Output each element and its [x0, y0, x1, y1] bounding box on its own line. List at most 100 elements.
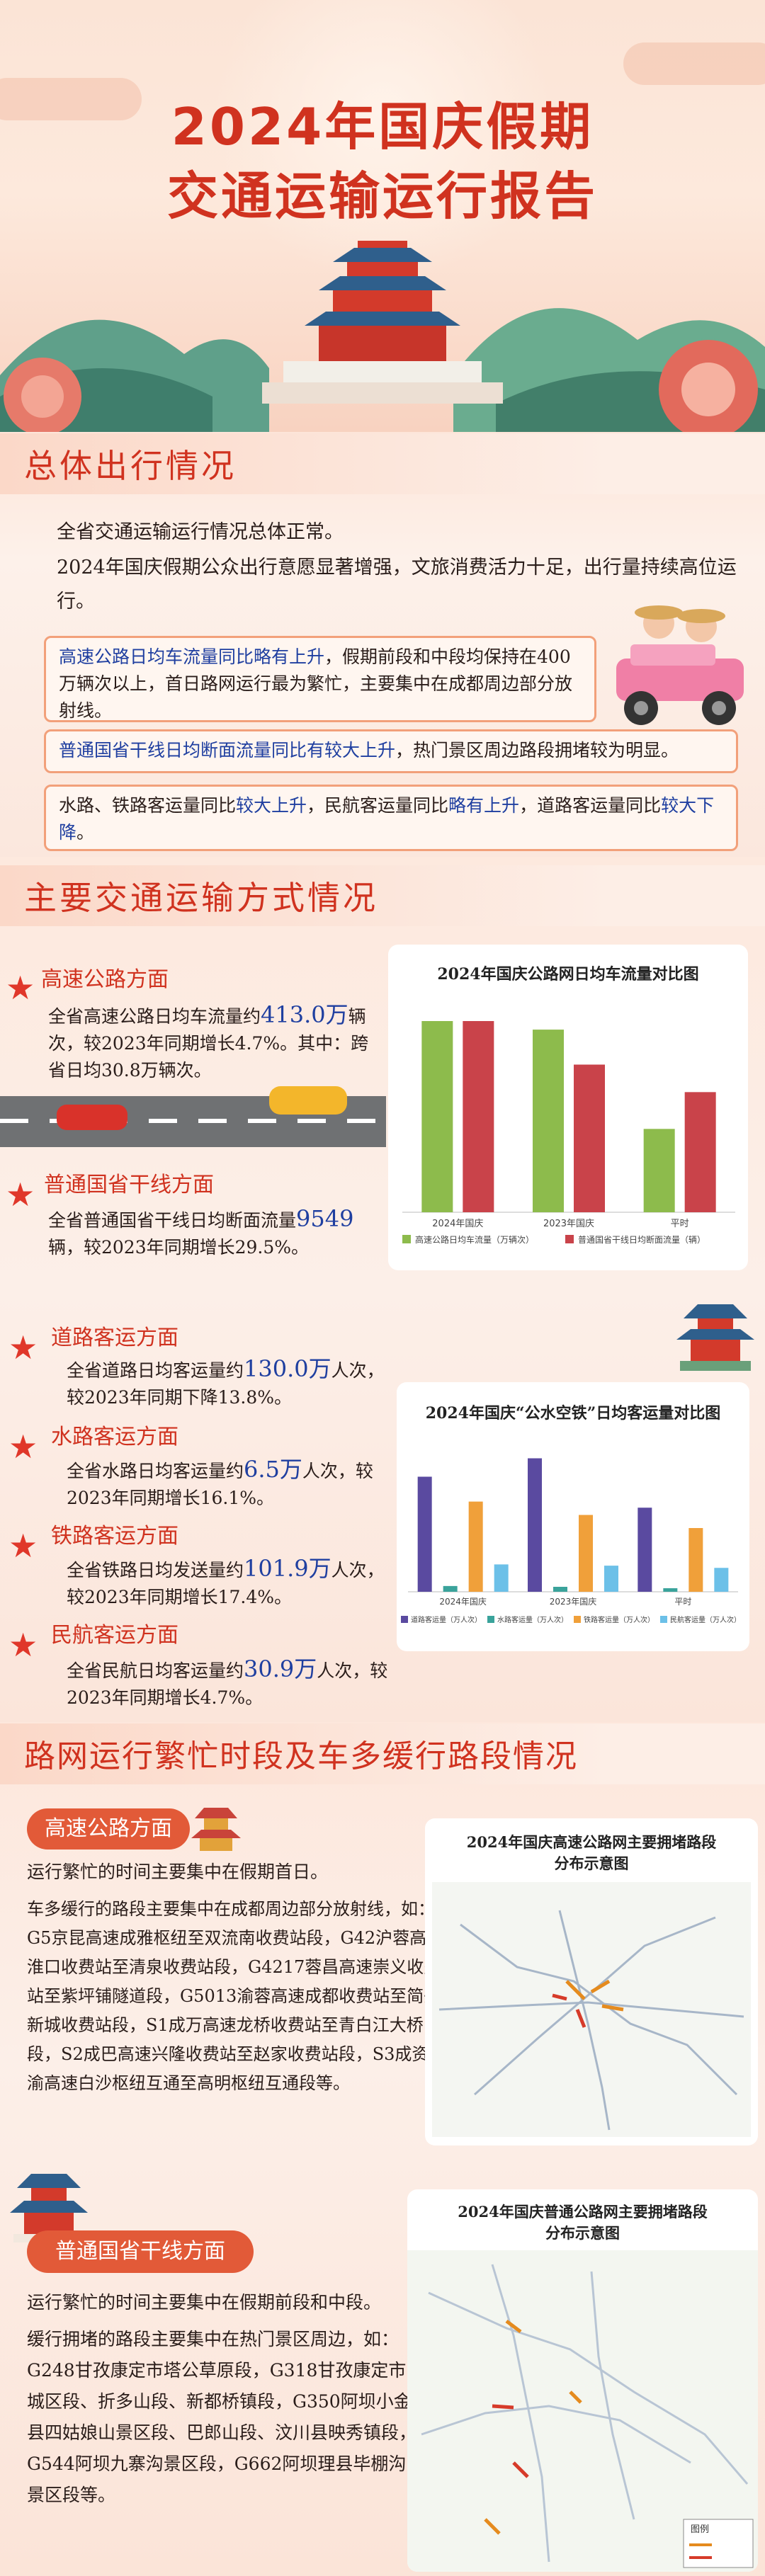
chart1-category-label: 平时 — [671, 1219, 689, 1229]
chart-card-passenger: 2024年国庆“公水空铁”日均客运量对比图 2024年国庆 2023年国庆 平时 道路… — [397, 1382, 749, 1651]
chart2-legend-label: 道路客运量（万人次） — [411, 1615, 482, 1624]
chart2-legend-label: 铁路客运量（万人次） — [584, 1615, 654, 1624]
box-passenger-text-a: 水路、铁路客运量同比 — [59, 795, 237, 816]
star-icon: ★ — [6, 969, 35, 1007]
box-passenger-text-g: 。 — [76, 822, 95, 843]
water-text: 全省水路日均客运量约6.5万人次，较2023年同期增长16.1%。 — [67, 1456, 400, 1512]
chart1-legend-label: 普通国省干线日均断面流量（辆） — [578, 1234, 706, 1245]
air-value: 30.9万 — [244, 1655, 317, 1682]
cloud-decoration-right — [623, 42, 765, 85]
road-text-1: 全省道路日均客运量约 — [67, 1360, 244, 1381]
section-heading-overall: 总体出行情况 — [24, 447, 237, 485]
page-title-line1: 2024年国庆假期 — [171, 97, 594, 156]
chart1-category-label: 2023年国庆 — [543, 1219, 594, 1229]
trunk-congestion-map: 图例 — [407, 2250, 758, 2572]
water-text-1: 全省水路日均客运量约 — [67, 1461, 244, 1481]
star-icon: ★ — [8, 1427, 38, 1466]
trunk-text: 全省普通国省干线日均断面流量9549 辆，较2023年同期增长29.5%。 — [48, 1205, 381, 1261]
rail-text-2: 人次，较2023年同期增长17.4%。 — [67, 1560, 385, 1607]
cloud-decoration-left — [0, 78, 142, 120]
highway-text-2: 辆次，较2023年同期增长4.7%。其中：跨省日均30.8万辆次。 — [48, 1006, 369, 1081]
chart2-legend-swatch — [401, 1616, 408, 1623]
map-card-trunk: 2024年国庆普通公路网主要拥堵路段 分布示意图 图例 — [407, 2189, 758, 2572]
tr-congestion-p1: 运行繁忙的时间主要集中在假期前段和中段。 — [27, 2292, 382, 2313]
rail-value: 101.9万 — [244, 1555, 332, 1582]
chart2-legend-swatch — [574, 1616, 581, 1623]
road-text-2: 人次，较2023年同期下降13.8%。 — [67, 1360, 385, 1408]
chart1-bar — [643, 1129, 675, 1212]
star-icon: ★ — [8, 1527, 38, 1565]
water-text-2: 人次，较2023年同期增长16.1%。 — [67, 1461, 373, 1508]
section-heading-modes: 主要交通运输方式情况 — [24, 879, 378, 917]
chart1-category-label: 2024年国庆 — [432, 1219, 483, 1229]
heading-band — [0, 433, 765, 494]
box-passenger-hl-f: 较大下降 — [59, 795, 715, 843]
chart1-bar — [574, 1064, 605, 1212]
chart2-legend-label: 水路客运量（万人次） — [497, 1615, 568, 1624]
chart1-legend-swatch — [565, 1235, 574, 1243]
map-card-highway: 2024年国庆高速公路网主要拥堵路段 分布示意图 — [425, 1818, 758, 2145]
chart2-bar — [494, 1564, 509, 1592]
star-icon: ★ — [8, 1626, 38, 1664]
air-text: 全省民航日均客运量约30.9万人次，较2023年同期增长4.7%。 — [67, 1655, 400, 1711]
car-icon-yellow — [269, 1086, 347, 1115]
chart1-bar — [684, 1092, 716, 1212]
overall-intro-2: 2024年国庆假期公众出行意愿显著增强，文旅消费活力十足，出行量持续高位运行。 — [57, 557, 737, 612]
box-passenger-text-c: ，民航客运量同比 — [307, 795, 449, 816]
box-highway-highlight: 高速公路日均车流量同比略有上升 — [59, 646, 325, 667]
chart2-category-label: 2023年国庆 — [550, 1597, 597, 1607]
chart2-bar — [417, 1476, 432, 1592]
chart2-category-label: 平时 — [674, 1597, 691, 1607]
air-text-2: 人次，较2023年同期增长4.7%。 — [67, 1660, 388, 1708]
box-passenger-hl-d: 略有上升 — [448, 795, 520, 816]
tr-map-title1: 2024年国庆普通公路网主要拥堵路段 — [458, 2203, 708, 2221]
overall-box-trunk: 普通国省干线日均断面流量同比有较大上升，热门景区周边路段拥堵较为明显。 — [44, 729, 738, 773]
pill-trunk: 普通国省干线方面 — [27, 2230, 254, 2273]
air-text-1: 全省民航日均客运量约 — [67, 1660, 244, 1681]
road-text: 全省道路日均客运量约130.0万人次，较2023年同期下降13.8%。 — [67, 1355, 400, 1411]
overall-intro-1: 全省交通运输运行情况总体正常。 — [57, 521, 344, 543]
hw-congestion-p1: 运行繁忙的时间主要集中在假期首日。 — [27, 1862, 329, 1882]
overall-box-passenger: 水路、铁路客运量同比较大上升，民航客运量同比略有上升，道路客运量同比较大下降。 — [44, 785, 738, 851]
chart2-bar — [688, 1528, 703, 1592]
temple-landscape-illustration — [0, 241, 765, 432]
box-passenger-text-e: ，道路客运量同比 — [519, 795, 662, 816]
box-highway-text: ，假期前段和中段均保持在400万辆次以上，首日路网运行最为繁忙，主要集中在成都周… — [59, 646, 573, 721]
box-passenger-hl-b: 较大上升 — [236, 795, 307, 816]
overall-box-highway: 高速公路日均车流量同比略有上升，假期前段和中段均保持在400万辆次以上，首日路网… — [44, 636, 596, 722]
hw-map-title2: 分布示意图 — [554, 1854, 629, 1872]
car-icon-red — [57, 1105, 128, 1130]
page-title-line2: 交通运输运行报告 — [166, 166, 598, 226]
chart2-bar — [443, 1585, 458, 1592]
pavilion-icon — [191, 1808, 241, 1851]
rail-text: 全省铁路日均发送量约101.9万人次，较2023年同期增长17.4%。 — [67, 1555, 400, 1611]
box-trunk-highlight: 普通国省干线日均断面流量同比有较大上升 — [59, 740, 396, 760]
star-icon: ★ — [6, 1175, 35, 1214]
chart2-bar — [714, 1568, 729, 1592]
trunk-text-1: 全省普通国省干线日均断面流量 — [48, 1210, 297, 1231]
highway-congestion-map — [432, 1882, 751, 2137]
pill-highway: 高速公路方面 — [27, 1808, 190, 1850]
chart1-bar — [533, 1030, 564, 1212]
water-value: 6.5万 — [244, 1456, 302, 1483]
highway-text-1: 全省高速公路日均车流量约 — [48, 1006, 261, 1027]
chart2-legend-label: 民航客运量（万人次） — [670, 1615, 741, 1624]
star-icon: ★ — [8, 1328, 38, 1367]
chart2-bar — [638, 1508, 652, 1592]
chart2-category-label: 2024年国庆 — [439, 1597, 487, 1607]
heading-band — [0, 865, 765, 926]
chart1-bar — [463, 1021, 494, 1212]
sun-glow — [212, 0, 552, 283]
tr-congestion-p2: 缓行拥堵的路段主要集中在热门景区周边，如：G248甘孜康定市塔公草原段，G318… — [27, 2329, 417, 2505]
header-banner: 2024年国庆假期 交通运输运行报告 — [0, 0, 765, 432]
highway-text: 全省高速公路日均车流量约413.0万辆次，较2023年同期增长4.7%。其中：跨… — [48, 1001, 381, 1084]
air-subtitle: 民航客运方面 — [51, 1623, 178, 1648]
water-subtitle: 水路客运方面 — [51, 1425, 178, 1449]
chart2-legend-swatch — [487, 1616, 494, 1623]
heading-band — [0, 1723, 765, 1784]
chart-card-vehicle-flow: 2024年国庆公路网日均车流量对比图 2024年国庆 2023年国庆 平时 高速公路日… — [388, 945, 748, 1270]
chart1-legend-swatch — [402, 1235, 411, 1243]
chart1-legend-label: 高速公路日均车流量（万辆次） — [415, 1234, 534, 1245]
